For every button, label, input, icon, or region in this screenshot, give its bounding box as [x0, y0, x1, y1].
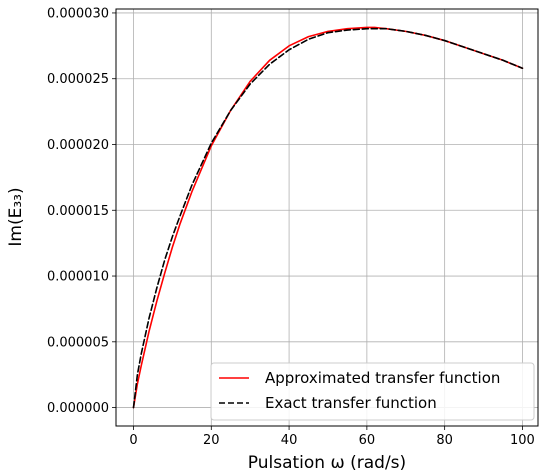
grid	[116, 9, 538, 426]
y-axis-label: Im(E₃₃)	[6, 187, 26, 246]
y-tick-label: 0.000030	[47, 6, 109, 21]
x-axis-label: Pulsation ω (rad/s)	[248, 453, 406, 473]
x-tick-label: 80	[436, 433, 453, 448]
x-tick-label: 60	[359, 433, 376, 448]
y-axis-ticks: 0.000000 0.000005 0.000010 0.000015 0.000020…	[47, 6, 116, 416]
y-tick-label: 0.000025	[47, 72, 109, 87]
y-tick-label: 0.000015	[47, 204, 109, 219]
x-tick-label: 20	[203, 433, 220, 448]
y-tick-label: 0.000000	[47, 401, 109, 416]
x-tick-label: 100	[510, 433, 535, 448]
series-line-exact	[132, 27, 524, 409]
y-tick-label: 0.000005	[47, 335, 109, 350]
plot-frame	[115, 8, 539, 427]
legend-label-exact: Exact transfer function	[265, 394, 437, 412]
legend: Approximated transfer function Exact tra…	[210, 362, 535, 421]
y-tick-label: 0.000010	[47, 270, 109, 285]
y-tick-label: 0.000020	[47, 138, 109, 153]
x-tick-label: 0	[129, 433, 137, 448]
x-tick-label: 40	[281, 433, 298, 448]
series-layer	[132, 26, 524, 409]
legend-label-approximated: Approximated transfer function	[265, 369, 500, 387]
x-axis-ticks: 0 20 40 60 80 100	[129, 426, 535, 448]
legend-box	[210, 362, 535, 421]
